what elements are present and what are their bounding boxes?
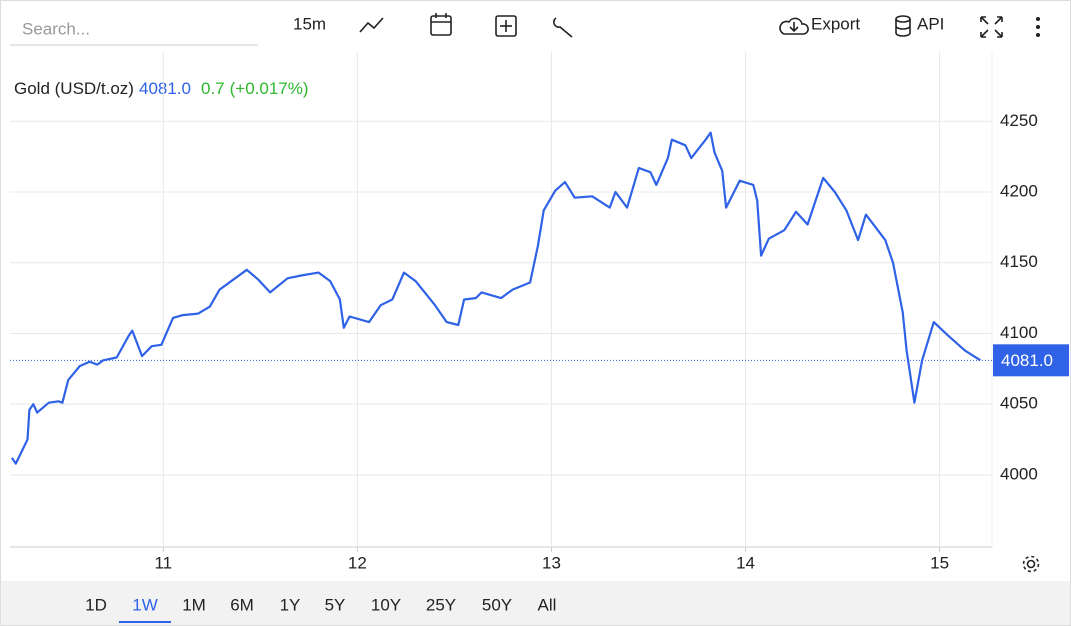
x-tick-label: 13 <box>542 553 561 572</box>
series-name: Gold (USD/t.oz) <box>14 79 134 98</box>
range-button[interactable]: 50Y <box>482 595 512 614</box>
range-button[interactable]: 1W <box>132 595 158 614</box>
price-change-pct: (+0.017%) <box>230 79 309 98</box>
y-tick-label: 4100 <box>1000 323 1038 342</box>
price-change: 0.7 <box>201 79 225 98</box>
settings-wrench-icon[interactable] <box>553 17 573 38</box>
price-line <box>10 131 981 465</box>
range-button[interactable]: 5Y <box>325 595 346 614</box>
range-button[interactable]: All <box>538 595 557 614</box>
range-button[interactable]: 25Y <box>426 595 456 614</box>
x-tick-label: 11 <box>154 553 172 572</box>
search-box[interactable]: Search... <box>22 19 90 38</box>
range-button[interactable]: 1D <box>85 595 107 614</box>
range-button[interactable]: 1M <box>182 595 206 614</box>
export-button[interactable]: Export <box>811 14 860 33</box>
x-tick-label: 12 <box>348 553 367 572</box>
gear-icon[interactable] <box>1022 555 1040 573</box>
api-icon[interactable] <box>895 15 911 37</box>
range-button[interactable]: 1Y <box>280 595 301 614</box>
range-button[interactable]: 6M <box>230 595 254 614</box>
fullscreen-icon[interactable] <box>980 16 1003 38</box>
x-tick-label: 14 <box>736 553 755 572</box>
y-tick-label: 4000 <box>1000 464 1038 483</box>
last-price: 4081.0 <box>139 79 191 98</box>
interval-button[interactable]: 15m <box>293 14 326 33</box>
last-price-label: 4081.0 <box>1001 351 1053 370</box>
more-menu-icon[interactable] <box>1036 17 1040 37</box>
calendar-icon[interactable] <box>430 13 452 36</box>
y-tick-label: 4250 <box>1000 111 1038 130</box>
y-tick-label: 4150 <box>1000 252 1038 271</box>
x-tick-label: 15 <box>930 553 949 572</box>
add-icon[interactable] <box>495 15 517 37</box>
api-button[interactable]: API <box>917 14 944 33</box>
last-price-box <box>993 344 1069 377</box>
range-button[interactable]: 10Y <box>371 595 401 614</box>
y-tick-label: 4200 <box>1000 181 1038 200</box>
range-bar <box>1 581 1070 625</box>
export-icon[interactable] <box>779 17 809 35</box>
y-tick-label: 4050 <box>1000 394 1038 413</box>
chart-type-icon[interactable] <box>359 17 384 33</box>
legend: Gold (USD/t.oz) 4081.0 0.7 (+0.017%) <box>14 79 309 98</box>
